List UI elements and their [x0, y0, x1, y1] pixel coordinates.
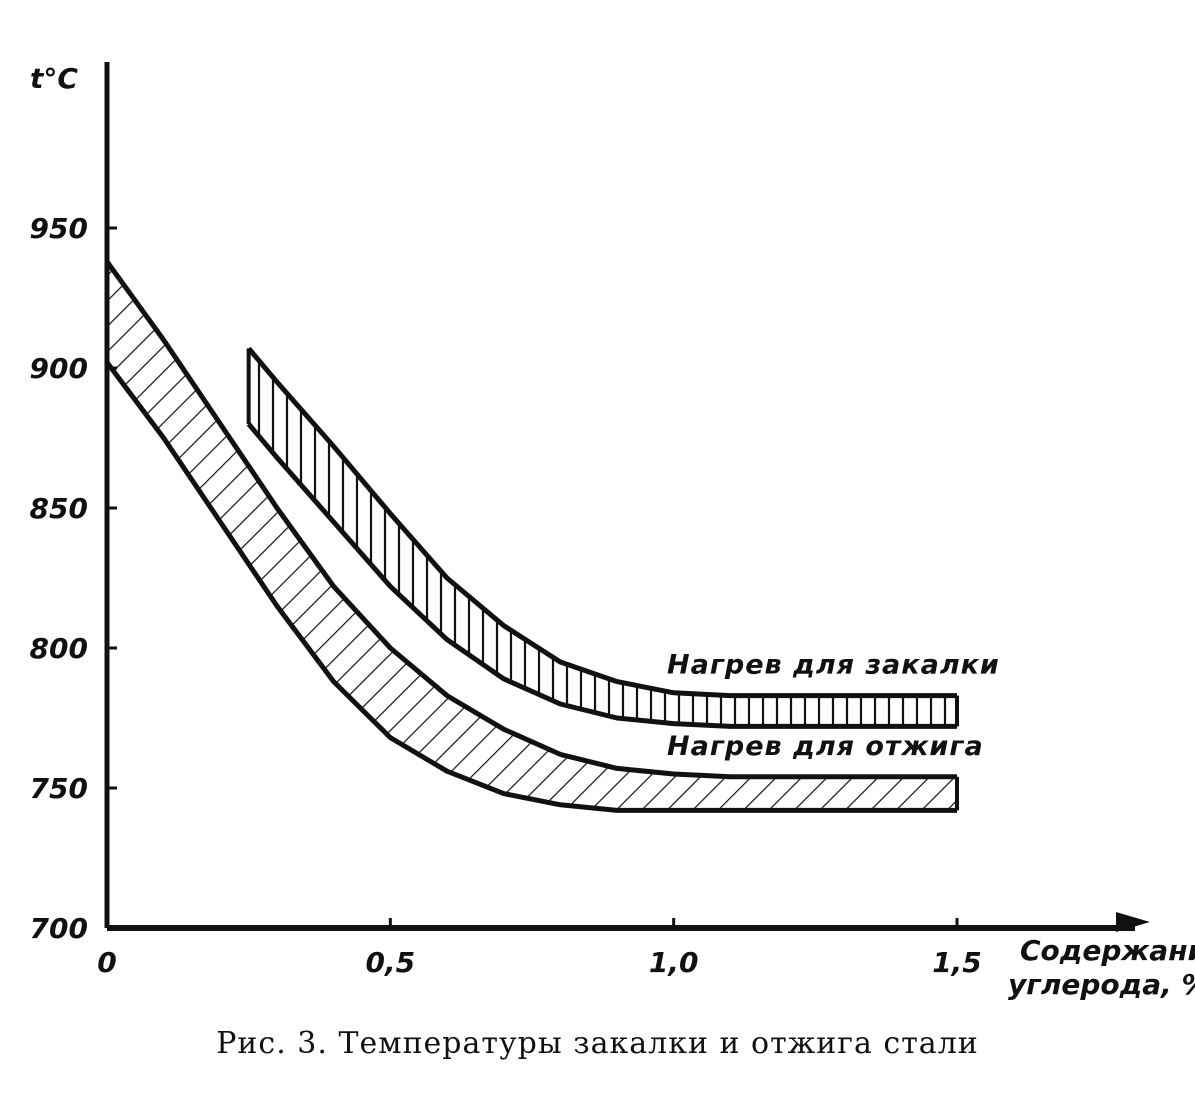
y-axis-title: t°C: [30, 62, 78, 95]
series-label-2: Нагрев для отжига: [667, 731, 984, 762]
y-tick-label: 850: [30, 492, 88, 525]
figure-caption: Рис. 3. Температуры закалки и отжига ста…: [216, 1026, 979, 1061]
y-tick-label: 750: [30, 772, 88, 805]
y-tick-label: 950: [30, 212, 88, 245]
x-tick-label: 0,5: [366, 946, 416, 979]
chart-axes: [104, 62, 1150, 932]
band-lower-line-1: [246, 422, 957, 729]
chart-canvas: 700 750 800 850 900 950 0 0,5 1,0 1,5 t°C Содержа…: [30, 62, 1195, 1001]
y-tick-label: 900: [30, 352, 88, 385]
band-upper-line-2: [104, 260, 957, 780]
y-tick-label: 800: [30, 632, 88, 665]
series-label-1: Нагрев для закалки: [667, 650, 1000, 681]
x-tick-label: 0: [97, 946, 116, 979]
x-tick-label: 1,5: [932, 946, 982, 979]
chart-ticks: 700 750 800 850 900 950 0 0,5 1,0 1,5: [30, 212, 982, 979]
chart-bands: [104, 260, 959, 813]
x-tick-label: 1,0: [649, 946, 699, 979]
y-tick-label: 700: [30, 912, 88, 945]
band-fill-2: [107, 261, 957, 811]
x-axis-title-line1: Содержание: [1020, 934, 1195, 967]
band-upper-line-1: [246, 346, 957, 699]
series-labels: Нагрев для закалки Нагрев для отжига: [667, 650, 1000, 762]
band-fill-1: [248, 348, 957, 727]
x-axis-title-line2: углерода, %: [1008, 968, 1195, 1001]
x-axis-arrow: [1116, 912, 1150, 932]
band-lower-line-2: [104, 360, 957, 813]
